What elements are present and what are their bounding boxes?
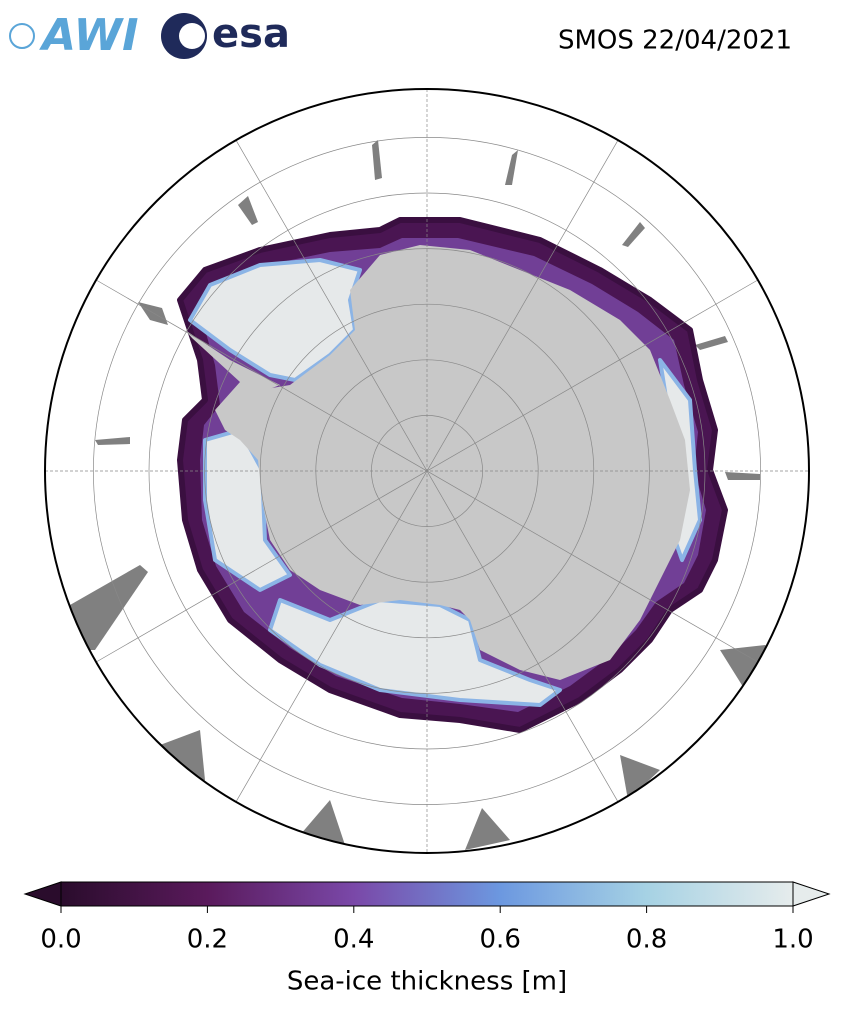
- colorbar-extend-low: [23, 881, 62, 907]
- land-fragments: [60, 140, 790, 850]
- colorbar-ramp: [60, 881, 794, 907]
- colorbar-label: Sea-ice thickness [m]: [287, 967, 567, 997]
- colorbar-extend-high: [792, 881, 831, 907]
- colorbar-tick-label: 0.0: [40, 925, 81, 955]
- latitude-circle: [204, 248, 650, 694]
- awi-logo-text: AWI: [39, 10, 139, 61]
- meridian: [96, 279, 758, 663]
- esa-logo-text: esa: [212, 11, 290, 57]
- esa-logo: esa: [161, 11, 290, 59]
- colorbar-tick-label: 0.4: [333, 925, 374, 955]
- map-frame: [44, 88, 810, 854]
- graticule: [45, 89, 809, 853]
- colorbar-tick-label: 1.0: [772, 925, 813, 955]
- antarctica: [185, 245, 690, 680]
- colorbar-tick-label: 0.8: [626, 925, 667, 955]
- colorbar-tick-label: 0.2: [187, 925, 228, 955]
- title: SMOS 22/04/2021: [558, 26, 792, 56]
- colorbar: Sea-ice thickness [m] 0.0 0.2 0.4 0.6 0.8 1.0: [23, 881, 831, 997]
- colorbar-tick-label: 0.6: [480, 925, 521, 955]
- map: [45, 89, 809, 853]
- awi-logo: AWI: [9, 10, 139, 61]
